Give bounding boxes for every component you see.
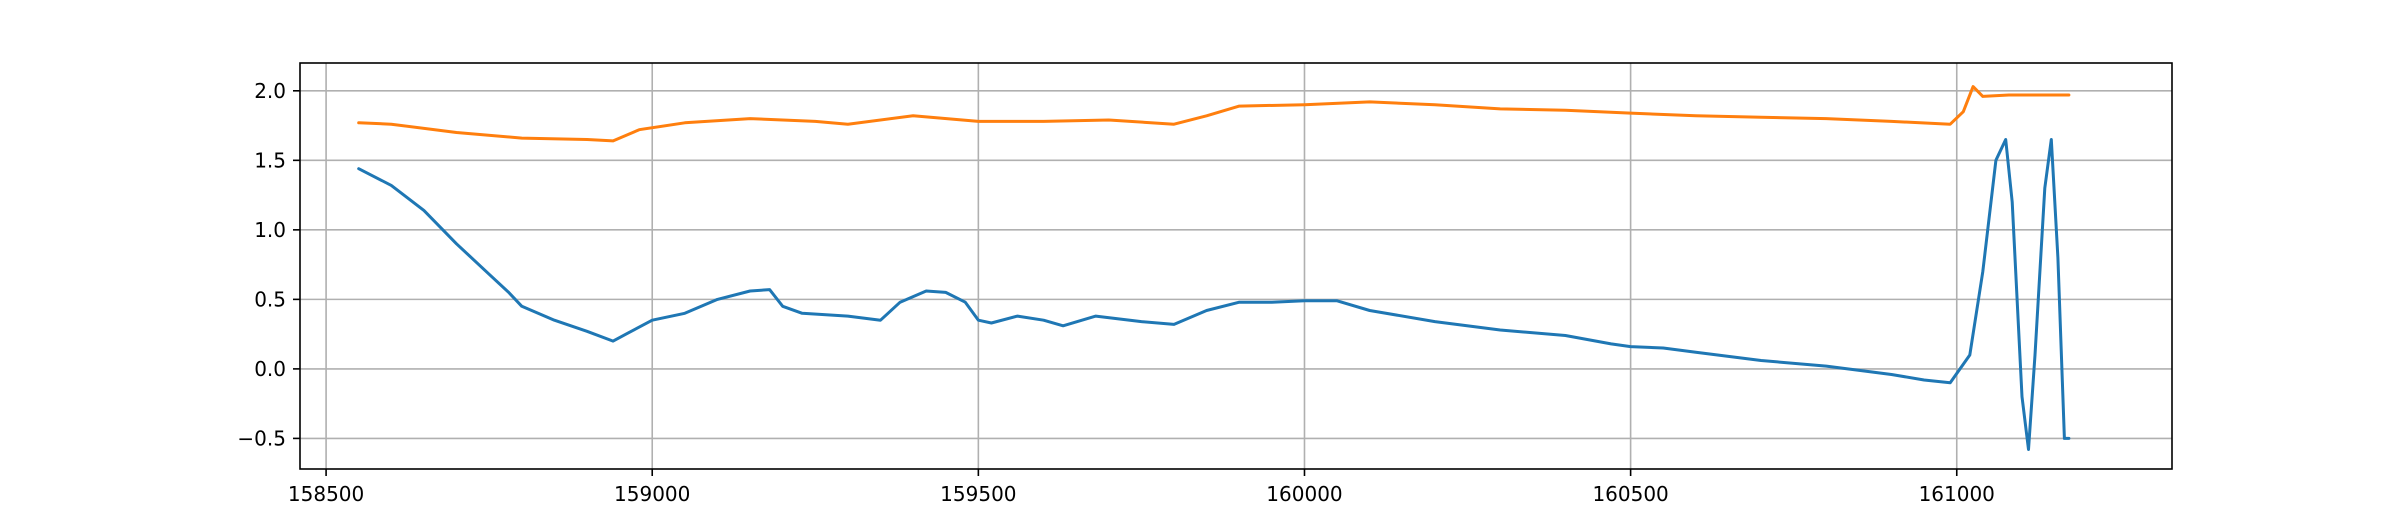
plot-frame — [299, 62, 2173, 470]
x-tick-label: 161000 — [1919, 482, 1995, 506]
y-tick-label: −0.5 — [237, 426, 286, 450]
y-tick-label: 1.0 — [254, 218, 286, 242]
series-group — [357, 85, 2071, 451]
series-line-orange — [357, 85, 2071, 143]
x-tick-label: 160000 — [1266, 482, 1342, 506]
axis-ticks: 158500 159000 159500 160000 160500 161000 −0.5… — [237, 79, 1995, 506]
y-tick-label: 1.5 — [254, 148, 286, 172]
x-tick-label: 160500 — [1592, 482, 1668, 506]
series-line-blue — [357, 138, 2071, 451]
y-tick-label: 0.0 — [254, 357, 286, 381]
grid — [300, 63, 2172, 469]
y-tick-label: 0.5 — [254, 287, 286, 311]
x-tick-label: 159000 — [614, 482, 690, 506]
x-tick-label: 158500 — [288, 482, 364, 506]
x-tick-label: 159500 — [940, 482, 1016, 506]
y-tick-label: 2.0 — [254, 79, 286, 103]
